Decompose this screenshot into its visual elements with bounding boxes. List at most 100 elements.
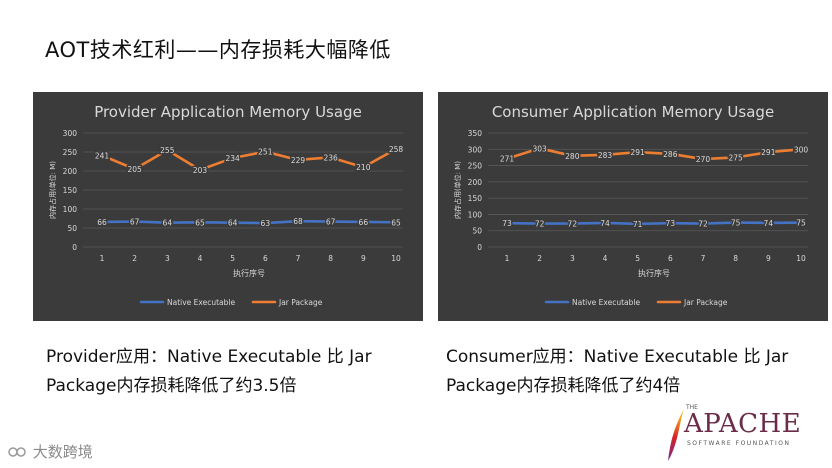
x-tick-label: 3 [570, 254, 575, 263]
data-label: 203 [193, 166, 208, 175]
data-point-jar-package [603, 153, 607, 157]
x-tick-label: 6 [263, 254, 268, 263]
data-label: 271 [500, 155, 515, 164]
consumer-caption: Consumer应用：Native Executable 比 Jar Packa… [446, 347, 789, 396]
data-point-native-executable [636, 222, 639, 226]
y-tick-label: 50 [67, 224, 77, 233]
data-label: 63 [261, 219, 271, 228]
data-point-native-executable [734, 221, 737, 224]
feather-icon [668, 409, 684, 461]
data-label: 303 [533, 144, 548, 153]
data-label: 74 [600, 219, 610, 228]
x-tick-label: 2 [132, 254, 137, 263]
data-label: 291 [761, 148, 776, 157]
data-label: 241 [95, 151, 110, 160]
data-point-native-executable [571, 222, 574, 225]
data-point-jar-package [362, 165, 365, 169]
y-tick-label: 150 [63, 186, 78, 195]
data-point-jar-package [734, 156, 737, 159]
y-tick-label: 250 [63, 148, 78, 157]
data-point-native-executable [799, 221, 803, 224]
data-point-jar-package [669, 152, 672, 156]
data-point-jar-package [701, 157, 705, 161]
y-tick-label: 150 [468, 194, 483, 203]
data-label: 68 [293, 217, 303, 226]
legend-label-native-executable: Native Executable [572, 298, 640, 307]
watermark-icon [8, 447, 26, 457]
data-point-jar-package [538, 147, 541, 150]
slide-title: AOT技术红利——内存损耗大幅降低 [45, 38, 391, 62]
data-point-native-executable [538, 222, 541, 225]
data-point-native-executable [394, 221, 398, 224]
data-label: 251 [258, 148, 273, 157]
x-tick-label: 4 [198, 254, 203, 263]
series-line-jar-package [505, 147, 803, 161]
data-point-jar-package [231, 156, 234, 160]
data-label: 67 [326, 218, 336, 227]
data-label: 236 [324, 153, 339, 162]
y-tick-label: 250 [468, 162, 483, 171]
x-tick-label: 8 [733, 254, 738, 263]
data-label: 66 [359, 218, 369, 227]
data-label: 67 [130, 218, 140, 227]
x-tick-label: 5 [635, 254, 640, 263]
data-label: 255 [160, 146, 175, 155]
data-point-jar-package [571, 154, 574, 158]
x-tick-label: 8 [328, 254, 333, 263]
data-label: 64 [163, 219, 173, 228]
data-label: 280 [565, 152, 580, 161]
x-tick-label: 4 [603, 254, 608, 263]
x-tick-label: 2 [537, 254, 542, 263]
data-label: 283 [598, 151, 613, 160]
data-label: 65 [195, 218, 205, 227]
provider-chart-panel: Provider Application Memory Usage 0 50 100 1… [33, 92, 423, 321]
x-tick-label: 7 [701, 254, 706, 263]
legend-label-native-executable: Native Executable [167, 298, 235, 307]
y-axis-label: 内存占用(单位: M) [48, 161, 57, 219]
data-point-native-executable [166, 221, 169, 224]
y-tick-label: 200 [468, 178, 483, 187]
provider-caption: Provider应用：Native Executable 比 Jar Packa… [46, 347, 372, 396]
data-label: 72 [698, 220, 708, 229]
apache-logo-the: THE [686, 404, 698, 411]
data-label: 229 [291, 156, 306, 165]
data-point-jar-package [198, 168, 202, 172]
x-tick-label: 10 [796, 254, 806, 263]
data-label: 73 [666, 219, 676, 228]
y-tick-label: 50 [472, 227, 482, 236]
legend-label-jar-package: Jar Package [278, 298, 323, 307]
data-point-native-executable [100, 220, 104, 224]
y-tick-label: 300 [63, 129, 78, 138]
x-tick-label: 9 [766, 254, 771, 263]
data-label: 73 [502, 219, 512, 228]
watermark: 大数跨境 [8, 441, 93, 462]
data-label: 205 [128, 165, 143, 174]
x-tick-label: 5 [230, 254, 235, 263]
chart-title: Consumer Application Memory Usage [492, 103, 774, 121]
data-point-native-executable [701, 222, 705, 225]
data-point-jar-package [636, 150, 639, 154]
data-label: 291 [631, 148, 646, 157]
data-label: 286 [663, 150, 678, 159]
x-tick-label: 1 [505, 254, 510, 263]
y-tick-label: 0 [72, 243, 77, 252]
data-point-jar-package [100, 154, 104, 157]
data-point-native-executable [767, 221, 770, 225]
provider-memory-chart: Provider Application Memory Usage 0 50 100 1… [48, 103, 405, 307]
data-point-native-executable [264, 221, 267, 225]
x-axis-label: 执行序号 [233, 268, 265, 278]
watermark-text: 大数跨境 [32, 443, 93, 461]
x-tick-label: 10 [391, 254, 401, 263]
data-label: 71 [633, 220, 643, 229]
data-label: 74 [764, 219, 774, 228]
data-label: 270 [696, 155, 711, 164]
y-tick-label: 300 [468, 145, 483, 154]
data-point-native-executable [296, 219, 300, 223]
data-point-jar-package [799, 147, 803, 151]
series-line-native-executable [100, 219, 398, 225]
data-label: 75 [731, 219, 741, 228]
data-point-native-executable [505, 221, 509, 225]
data-label: 258 [389, 145, 404, 154]
y-axis-label: 内存占用(单位: M) [453, 161, 462, 219]
apache-logo-sub: SOFTWARE FOUNDATION [687, 440, 791, 447]
